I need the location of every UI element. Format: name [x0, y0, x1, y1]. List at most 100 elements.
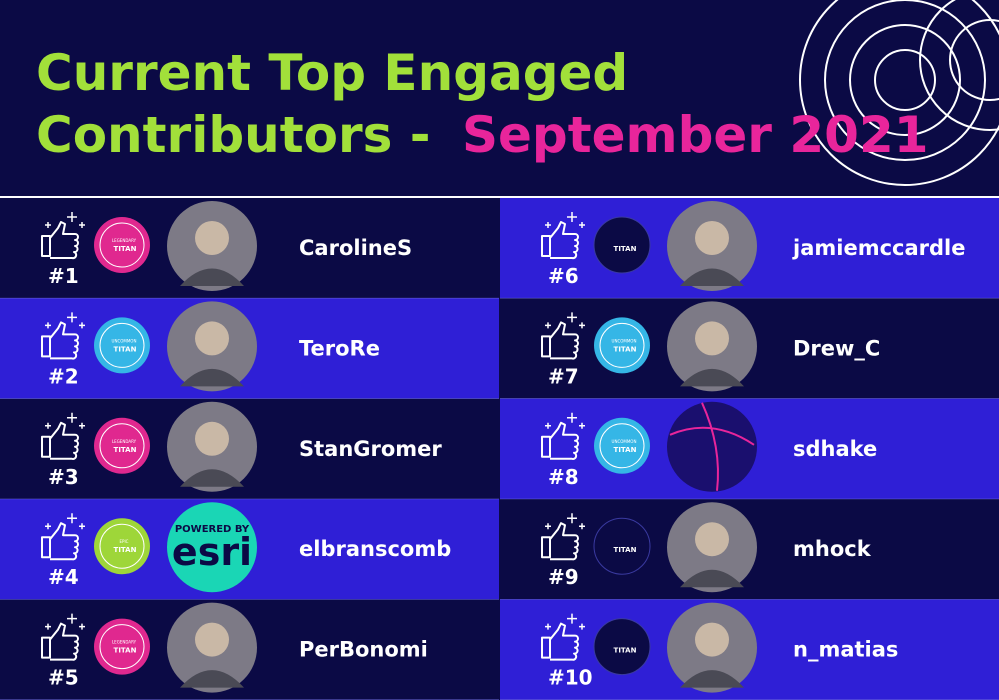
- badge-tier: UNCOMMON: [612, 439, 637, 444]
- contributor-row: #7 UNCOMMON TITAN Drew_C: [500, 298, 999, 400]
- avatar-head: [695, 622, 729, 657]
- badge-ring: [99, 322, 145, 368]
- badge: [593, 517, 651, 575]
- avatar-caption: POWERED BY: [175, 524, 250, 535]
- title-highlight: September 2021: [462, 106, 929, 164]
- avatar-body: [180, 368, 244, 387]
- badge-tier: EPIC: [120, 539, 129, 544]
- like-icon: [41, 421, 79, 460]
- avatar-body: [680, 670, 744, 688]
- sparkle: [45, 312, 85, 329]
- rank: #3: [48, 465, 79, 489]
- badge: [94, 217, 150, 273]
- contributor-name: TeroRe: [299, 336, 380, 360]
- sparkle: [545, 312, 585, 329]
- avatar-head: [695, 321, 729, 356]
- contributor-row: #5 LEGENDARY TITAN PerBonomi: [0, 599, 499, 700]
- title-line1: Current Top Engaged: [36, 44, 628, 102]
- like-icon: [41, 622, 79, 661]
- avatar-head: [195, 221, 229, 255]
- avatar-head: [195, 421, 229, 456]
- like-icon: [41, 321, 79, 360]
- avatar-body: [680, 569, 744, 588]
- badge-level: TITAN: [114, 546, 137, 554]
- avatar-head: [695, 221, 729, 255]
- badge-tier: LEGENDARY: [112, 439, 137, 444]
- contributor-name: Drew_C: [793, 336, 880, 360]
- avatar-head: [195, 321, 229, 356]
- sparkle: [545, 513, 585, 530]
- badge-tier: LEGENDARY: [112, 238, 137, 243]
- badge-level: TITAN: [114, 446, 137, 454]
- badge-level: TITAN: [614, 647, 637, 655]
- contributor-row: #10 TITAN n_matias: [500, 599, 999, 700]
- badge-level: TITAN: [614, 546, 637, 554]
- badge-tier: LEGENDARY: [112, 640, 137, 645]
- rank: #4: [48, 565, 79, 589]
- badge: [594, 317, 650, 374]
- sparkle: [545, 212, 585, 228]
- contributor-name: CarolineS: [299, 236, 412, 260]
- like-icon: [541, 421, 579, 460]
- sparkle: [45, 513, 85, 530]
- sparkle: [545, 412, 585, 429]
- contributor-name: StanGromer: [299, 437, 442, 461]
- badge: [94, 417, 150, 474]
- like-icon: [541, 522, 579, 561]
- badge-level: TITAN: [614, 245, 637, 253]
- rank: #2: [48, 364, 79, 388]
- badge: [94, 518, 150, 575]
- badge-tier: UNCOMMON: [612, 338, 637, 343]
- contributor-name: elbranscomb: [299, 537, 451, 561]
- badge-ring: [99, 624, 145, 670]
- contributor-row: #6 TITAN jamiemccardle: [500, 198, 999, 299]
- sparkle: [45, 613, 85, 630]
- badge: [594, 417, 650, 474]
- like-icon: [541, 221, 579, 260]
- sparkle: [45, 212, 85, 228]
- badge: [593, 618, 651, 676]
- contributor-name: jamiemccardle: [792, 236, 965, 260]
- rank: #6: [548, 264, 579, 288]
- rank: #7: [548, 364, 579, 388]
- like-icon: [541, 622, 579, 661]
- badge-level: TITAN: [114, 647, 137, 655]
- rank: #5: [48, 666, 79, 690]
- badge-ring: [599, 322, 645, 368]
- badge-level: TITAN: [614, 345, 637, 353]
- rank: #9: [548, 565, 579, 589]
- contributor-row: #2 UNCOMMON TITAN TeroRe: [0, 298, 499, 400]
- badge: [94, 618, 150, 675]
- badge-ring: [599, 423, 645, 469]
- sparkle: [45, 412, 85, 429]
- badge-level: TITAN: [114, 345, 137, 353]
- avatar-body: [180, 670, 244, 688]
- badge: [94, 317, 150, 374]
- badge-ring: [99, 423, 145, 469]
- rank: #8: [548, 465, 579, 489]
- contributor-name: sdhake: [793, 437, 877, 461]
- title-prefix: Contributors -: [36, 106, 431, 164]
- contributor-name: mhock: [793, 537, 872, 561]
- badge-ring: [99, 222, 145, 268]
- contributor-row: #8 UNCOMMON TITAN sdhake: [500, 398, 999, 500]
- badge-level: TITAN: [114, 245, 137, 253]
- avatar-head: [195, 622, 229, 657]
- rows: #1 LEGENDARY TITAN CarolineS #2 UNCOMMON TITAN…: [0, 198, 999, 700]
- avatar: [667, 401, 757, 492]
- contributor-row: #1 LEGENDARY TITAN CarolineS: [0, 198, 499, 299]
- like-icon: [41, 522, 79, 561]
- badge-tier: UNCOMMON: [112, 338, 137, 343]
- avatar-body: [680, 268, 744, 286]
- decoration: [799, 0, 999, 186]
- like-icon: [541, 321, 579, 360]
- avatar-logo: esri: [172, 530, 252, 574]
- avatar-body: [180, 469, 244, 487]
- title-line2: Contributors - September 2021: [36, 106, 929, 164]
- avatar-body: [680, 368, 744, 387]
- like-icon: [41, 221, 79, 260]
- avatar-body: [180, 268, 244, 286]
- badge-ring: [99, 523, 145, 569]
